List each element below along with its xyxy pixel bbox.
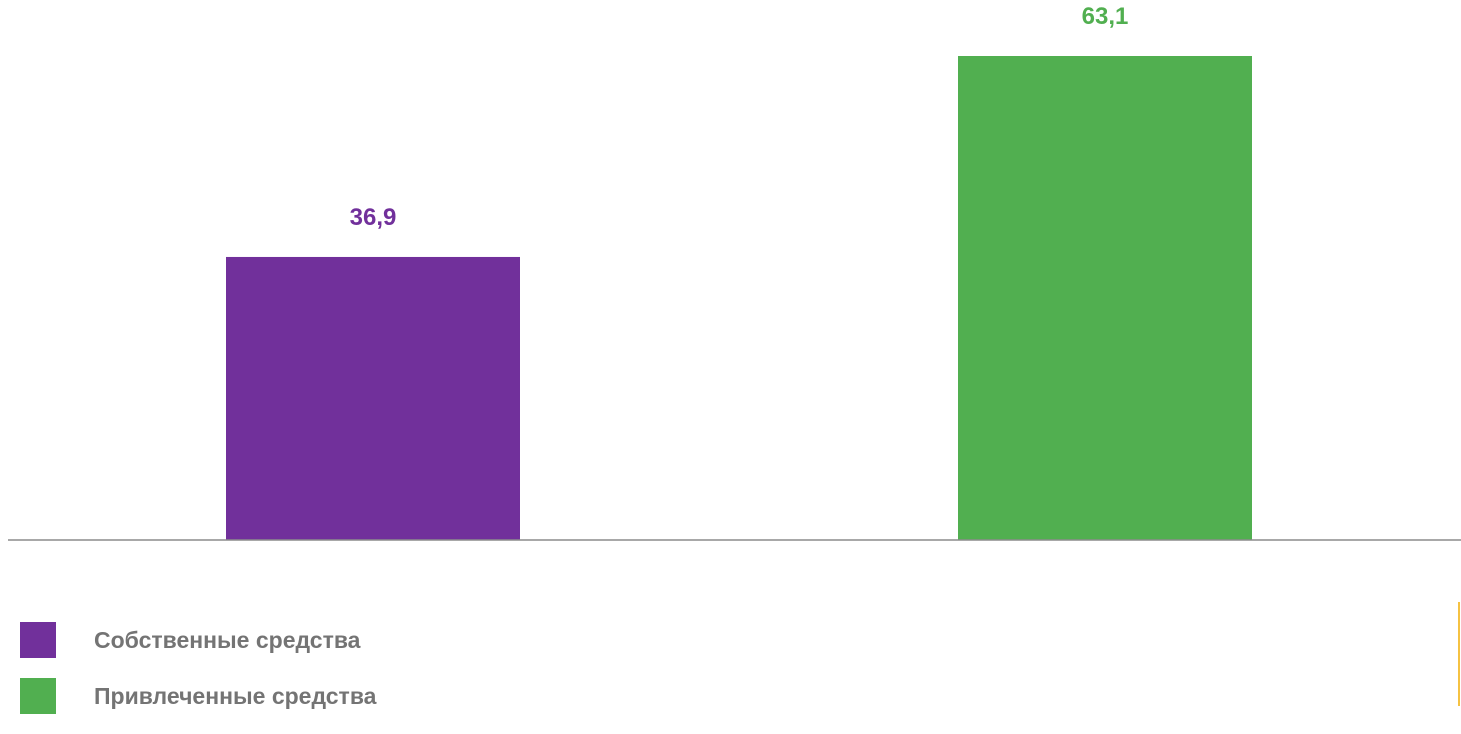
legend: Собственные средства Привлеченные средст…	[20, 622, 376, 734]
bar-value-label-2: 63,1	[1082, 3, 1129, 30]
bars-group	[226, 56, 1252, 540]
value-labels-group: 36,9 63,1	[350, 3, 1129, 231]
bar-2	[958, 56, 1252, 540]
legend-label-borrowed-funds: Привлеченные средства	[94, 682, 377, 709]
accent-rule	[1458, 602, 1460, 706]
legend-swatch-borrowed-funds	[20, 678, 56, 714]
bar-value-label-1: 36,9	[350, 204, 397, 231]
legend-swatch-own-funds	[20, 622, 56, 658]
legend-item-borrowed-funds: Привлеченные средства	[20, 678, 376, 714]
bar-1	[226, 256, 520, 540]
legend-item-own-funds: Собственные средства	[20, 622, 376, 658]
bar-chart: 36,9 63,1	[8, 3, 1461, 541]
legend-label-own-funds: Собственные средства	[94, 626, 361, 653]
